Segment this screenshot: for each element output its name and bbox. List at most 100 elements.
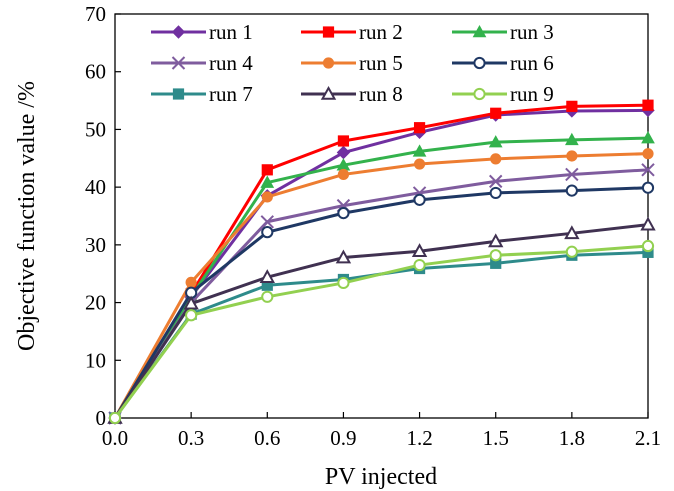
data-point-run-9 (185, 309, 198, 322)
data-point-run-9 (337, 276, 350, 290)
data-point-run-9 (641, 239, 655, 253)
y-tick-label: 60 (85, 60, 106, 84)
legend-item-run-7: run 7 (151, 82, 253, 106)
legend-swatch-marker (320, 85, 337, 100)
data-point-run-4 (489, 174, 503, 189)
y-tick-label: 0 (96, 406, 107, 430)
data-point-run-9 (565, 245, 578, 258)
legend-item-run-1: run 1 (151, 20, 253, 44)
legend-swatch-marker (171, 56, 186, 70)
series-line-run-3 (113, 136, 649, 419)
y-tick-label: 30 (85, 233, 106, 257)
x-tick-label: 1.8 (559, 426, 585, 450)
legend-label-run-2: run 2 (359, 20, 403, 44)
legend: run 1 run 2 run 3 run 4 run 5 run 6 run 7 run 8… (151, 20, 554, 106)
data-point-run-2 (337, 135, 350, 147)
data-point-run-5 (261, 191, 273, 203)
data-point-run-6 (489, 186, 502, 200)
series-line-run-6 (113, 186, 649, 419)
data-point-run-4 (260, 215, 274, 229)
legend-label-run-3: run 3 (510, 20, 554, 44)
axis-ticks: 0 10 20 30 40 50 60 70 0.0 0.3 0.6 0.9 1.2 1.5 1.8 2.1 (85, 2, 661, 450)
legend-label-run-4: run 4 (209, 51, 253, 75)
data-point-run-4 (641, 163, 655, 177)
legend-item-run-5: run 5 (301, 51, 403, 75)
data-point-run-5 (337, 168, 350, 181)
series-layer (107, 99, 656, 425)
legend-label-run-9: run 9 (510, 82, 554, 106)
data-point-run-4 (565, 167, 579, 182)
legend-swatch-marker (171, 25, 186, 39)
series-line-run-5 (113, 152, 649, 419)
series-line-run-8 (113, 223, 649, 419)
legend-label-run-8: run 8 (359, 82, 403, 106)
series-run-8 (107, 216, 656, 424)
data-point-run-8 (183, 295, 199, 310)
legend-label-run-5: run 5 (359, 51, 403, 75)
series-run-9 (108, 239, 655, 425)
data-point-run-3 (488, 135, 503, 148)
data-point-run-6 (261, 226, 274, 239)
legend-swatch-marker (473, 87, 486, 101)
data-point-run-2 (566, 100, 578, 112)
data-point-run-9 (413, 258, 426, 272)
x-tick-label: 0.3 (178, 426, 204, 450)
legend-item-run-6: run 6 (452, 51, 554, 75)
y-tick-label: 50 (85, 117, 106, 141)
legend-swatch-marker (322, 57, 335, 69)
data-point-run-2 (261, 164, 273, 176)
data-point-run-3 (412, 144, 427, 157)
x-axis-title: PV injected (325, 464, 437, 490)
x-tick-label: 2.1 (635, 426, 661, 450)
data-point-run-9 (108, 411, 122, 425)
data-point-run-5 (642, 148, 654, 160)
data-point-run-8 (640, 216, 656, 231)
x-tick-label: 1.2 (406, 426, 432, 450)
data-point-run-6 (337, 207, 350, 220)
data-point-run-1 (336, 145, 351, 160)
legend-label-run-6: run 6 (510, 51, 554, 75)
y-axis-title: Objective function value /% (14, 81, 40, 351)
legend-label-run-1: run 1 (209, 20, 253, 44)
data-point-run-5 (413, 158, 426, 170)
y-tick-label: 70 (85, 2, 106, 26)
x-tick-label: 0.6 (254, 426, 280, 450)
legend-item-run-2: run 2 (301, 20, 403, 44)
x-tick-label: 0.9 (330, 426, 356, 450)
series-line-run-4 (113, 168, 649, 419)
plot-frame (114, 13, 649, 419)
data-point-run-5 (490, 153, 502, 165)
data-point-run-2 (413, 122, 426, 134)
y-tick-label: 20 (85, 291, 106, 315)
x-tick-label: 1.5 (483, 426, 509, 450)
data-point-run-5 (566, 150, 578, 162)
data-point-run-3 (641, 131, 655, 144)
legend-swatch-marker (322, 26, 335, 38)
data-point-run-6 (413, 193, 426, 206)
data-point-run-8 (488, 233, 504, 248)
data-point-run-8 (335, 249, 352, 264)
data-point-run-2 (642, 99, 654, 111)
data-point-run-5 (185, 276, 197, 288)
legend-item-run-9: run 9 (452, 82, 554, 106)
legend-item-run-8: run 8 (301, 82, 403, 106)
data-point-run-9 (489, 249, 502, 262)
data-point-run-6 (641, 181, 655, 194)
data-point-run-3 (565, 132, 579, 146)
data-point-run-3 (260, 175, 275, 188)
data-point-run-9 (261, 290, 274, 303)
legend-item-run-3: run 3 (452, 20, 554, 44)
legend-item-run-4: run 4 (151, 51, 253, 75)
legend-swatch-marker (172, 88, 185, 100)
data-point-run-8 (564, 225, 580, 240)
y-tick-label: 40 (85, 175, 106, 199)
y-tick-label: 10 (85, 348, 106, 372)
series-run-5 (109, 148, 654, 424)
data-point-run-8 (259, 269, 275, 283)
x-tick-label: 0.0 (102, 426, 128, 450)
data-point-run-6 (565, 184, 578, 197)
data-point-run-8 (411, 243, 428, 258)
series-line-run-9 (113, 244, 649, 419)
legend-swatch-marker (472, 24, 487, 38)
